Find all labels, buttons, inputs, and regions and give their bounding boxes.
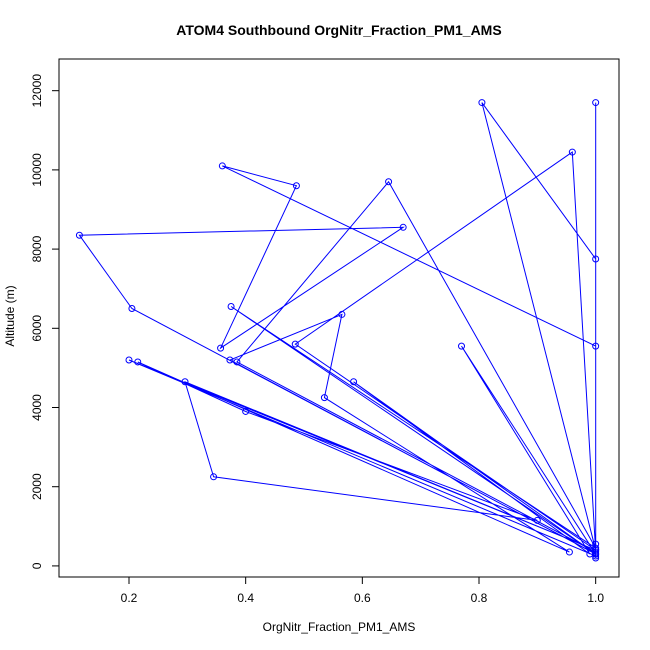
data-point — [458, 342, 465, 350]
x-tick-label: 1.0 — [587, 591, 604, 605]
x-tick-label: 0.8 — [471, 591, 488, 605]
data-point — [592, 554, 600, 562]
y-tick-label: 4000 — [30, 394, 44, 421]
x-tick-label: 0.6 — [354, 591, 371, 605]
x-axis: 0.2 0.4 0.6 0.8 1.0 — [121, 576, 604, 605]
plot-frame — [58, 58, 620, 578]
data-point — [592, 550, 600, 558]
data-point — [227, 303, 235, 311]
data-point — [592, 255, 600, 263]
data-point — [134, 358, 142, 366]
x-tick-label: 0.4 — [237, 591, 254, 605]
y-tick-label: 8000 — [30, 235, 44, 262]
data-point — [128, 304, 136, 312]
y-tick-label: 6000 — [30, 315, 44, 342]
y-tick-label: 12000 — [30, 74, 44, 108]
data-point — [181, 378, 189, 386]
data-point — [338, 310, 346, 318]
y-tick-label: 2000 — [30, 473, 44, 500]
data-point — [242, 407, 250, 415]
y-tick-label: 0 — [30, 562, 44, 569]
data-point — [75, 231, 83, 239]
x-tick-label: 0.2 — [121, 591, 138, 605]
x-axis-label: OrgNitr_Fraction_PM1_AMS — [263, 620, 416, 634]
data-point — [291, 340, 299, 348]
chart-title: ATOM4 Southbound OrgNitr_Fraction_PM1_AM… — [176, 22, 501, 38]
data-point — [217, 344, 225, 352]
y-tick-label: 10000 — [30, 153, 44, 187]
data-point — [233, 358, 241, 366]
data-point — [478, 99, 486, 107]
y-axis: 0 2000 4000 6000 8000 10000 12000 — [30, 74, 60, 569]
data-point — [592, 342, 600, 350]
data-point — [385, 178, 393, 186]
data-point — [218, 162, 226, 170]
data-point — [565, 548, 573, 556]
data-point — [592, 99, 600, 107]
data-point — [320, 394, 328, 402]
y-axis-label: Altitude (m) — [3, 285, 17, 346]
data-point — [210, 473, 218, 481]
data-point — [226, 356, 234, 364]
data-point — [350, 378, 358, 386]
data-point — [533, 516, 541, 524]
data-point — [592, 540, 600, 548]
series-layer — [75, 99, 600, 562]
data-point — [399, 223, 407, 231]
data-point — [568, 148, 576, 156]
series-line — [78, 102, 597, 558]
data-point — [292, 182, 300, 190]
data-point — [125, 356, 133, 364]
